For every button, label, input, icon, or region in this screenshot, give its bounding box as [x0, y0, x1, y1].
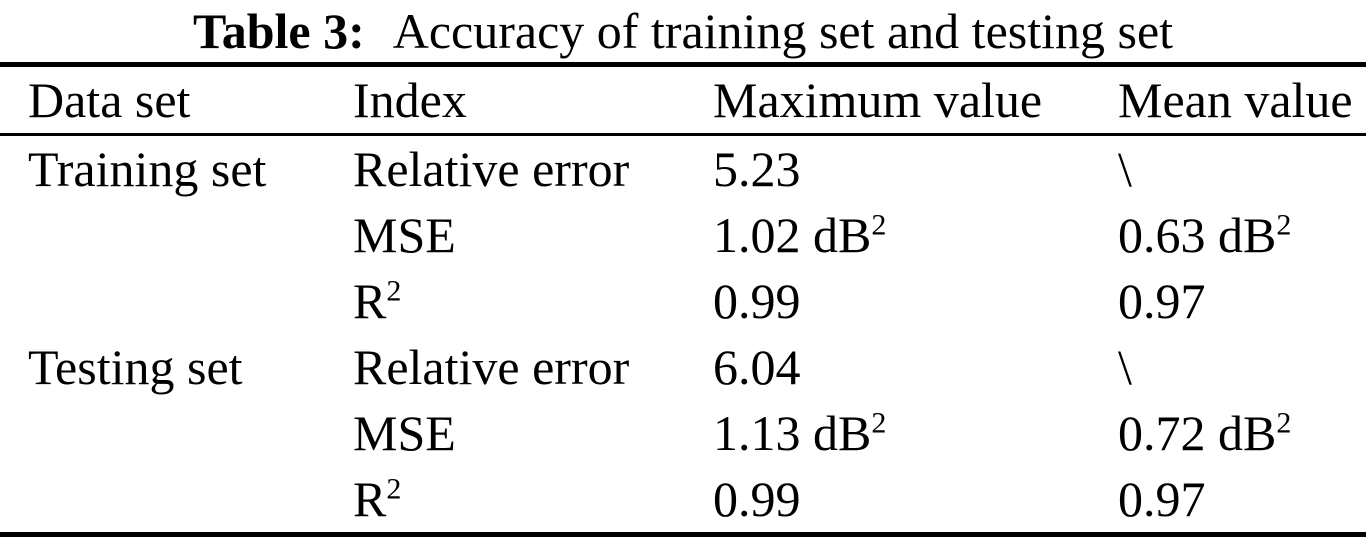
cell-maximum-value: 1.13 dB2 [713, 405, 887, 461]
cell-dataset: Training set [28, 141, 267, 197]
accuracy-table: Data set Index Maximum value Mean value … [0, 62, 1366, 537]
cell-mean-value: 0.63 dB2 [1118, 207, 1292, 263]
cell-dataset [0, 268, 353, 334]
cell-index: MSE [353, 207, 456, 263]
table-caption-label: Table 3: [192, 3, 365, 59]
table-caption: Table 3: Accuracy of training set and tes… [0, 2, 1366, 62]
cell-maximum-value: 1.02 dB2 [713, 207, 887, 263]
cell-mean-value: \ [1118, 141, 1132, 197]
table-row: R2 0.99 0.97 [0, 268, 1366, 334]
cell-index: Relative error [353, 339, 630, 395]
cell-index: R2 [353, 273, 402, 329]
table-row: Testing set Relative error 6.04 \ [0, 334, 1366, 400]
cell-index: Relative error [353, 141, 630, 197]
column-header-data-set: Data set [28, 72, 191, 128]
cell-mean-value: \ [1118, 339, 1132, 395]
column-header-maximum-value: Maximum value [713, 72, 1043, 128]
column-header-mean-value: Mean value [1118, 72, 1353, 128]
table-row: MSE 1.13 dB2 0.72 dB2 [0, 400, 1366, 466]
cell-maximum-value: 5.23 [713, 141, 801, 197]
cell-mean-value: 0.97 [1118, 471, 1206, 527]
table-header-row: Data set Index Maximum value Mean value [0, 65, 1366, 135]
cell-maximum-value: 0.99 [713, 471, 801, 527]
cell-dataset: Testing set [28, 339, 243, 395]
table-row: R2 0.99 0.97 [0, 466, 1366, 535]
cell-dataset [0, 400, 353, 466]
cell-index: MSE [353, 405, 456, 461]
cell-maximum-value: 0.99 [713, 273, 801, 329]
table-caption-text: Accuracy of training set and testing set [392, 3, 1174, 59]
table-row: MSE 1.02 dB2 0.63 dB2 [0, 202, 1366, 268]
cell-mean-value: 0.72 dB2 [1118, 405, 1292, 461]
cell-index: R2 [353, 471, 402, 527]
table-row: Training set Relative error 5.23 \ [0, 135, 1366, 203]
cell-dataset [0, 466, 353, 535]
cell-mean-value: 0.97 [1118, 273, 1206, 329]
cell-maximum-value: 6.04 [713, 339, 801, 395]
cell-dataset [0, 202, 353, 268]
column-header-index: Index [353, 72, 467, 128]
